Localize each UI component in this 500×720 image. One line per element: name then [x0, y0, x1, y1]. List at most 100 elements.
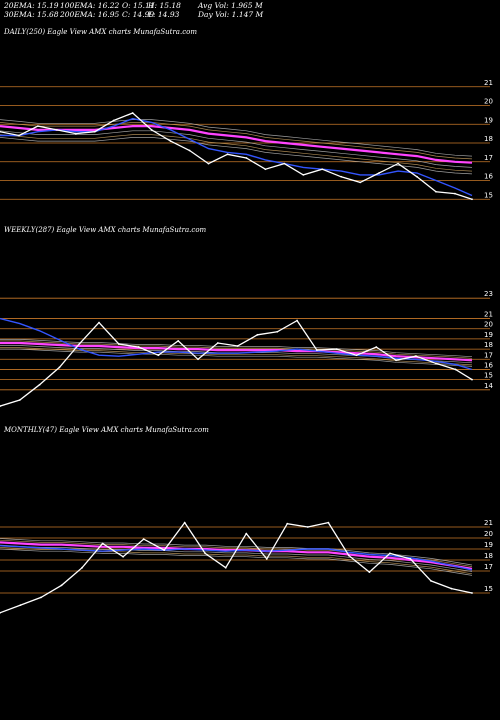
price-point	[378, 172, 381, 174]
price-point	[256, 333, 259, 336]
y-tick-label: 21	[484, 311, 493, 319]
y-tick-label: 18	[484, 135, 493, 143]
price-point	[216, 342, 219, 344]
y-tick-label: 18	[484, 552, 493, 560]
ma-line	[0, 544, 473, 572]
price-point	[286, 522, 289, 525]
high-value: H: 15.18	[148, 1, 181, 10]
ma-line	[0, 119, 473, 157]
price-point	[434, 362, 437, 365]
y-tick-label: 21	[484, 79, 493, 87]
price-point	[18, 399, 21, 401]
price-point	[150, 128, 153, 131]
ema30-value: 30EMA: 15.68	[4, 10, 59, 19]
ma-line	[0, 130, 473, 168]
price-point	[414, 355, 417, 358]
price-point	[347, 554, 350, 557]
price-point	[327, 521, 330, 524]
price-point	[207, 162, 210, 165]
y-tick-label: 19	[484, 116, 493, 124]
price-point	[93, 130, 96, 133]
price-point	[454, 192, 456, 195]
price-point	[226, 153, 229, 156]
close-value: C: 14.99	[122, 10, 155, 19]
y-tick-label: 20	[484, 321, 493, 329]
price-line	[0, 521, 473, 614]
price-point	[81, 566, 83, 569]
price-point	[335, 348, 338, 350]
price-point	[142, 538, 145, 540]
price-point	[454, 368, 457, 371]
price-point	[101, 542, 104, 545]
price-point	[395, 359, 397, 362]
price-point	[204, 552, 207, 555]
price-point	[0, 611, 1, 614]
price-point	[122, 555, 125, 558]
price-point	[283, 162, 286, 165]
price-point	[18, 134, 20, 137]
price-point	[236, 345, 239, 347]
price-point	[264, 168, 267, 171]
open-value: O: 15.11	[122, 1, 155, 10]
price-point	[245, 157, 248, 159]
ema200-value: 200EMA: 16.95	[60, 10, 120, 19]
price-point	[40, 596, 42, 599]
price-point	[389, 552, 391, 555]
y-tick-label: 17	[484, 154, 493, 162]
y-tick-label: 15	[484, 585, 493, 593]
price-point	[183, 521, 186, 524]
y-tick-label: 20	[484, 98, 493, 106]
price-point	[368, 571, 371, 573]
y-tick-label: 17	[484, 563, 493, 571]
y-tick-label: 19	[484, 331, 493, 339]
price-line	[0, 112, 473, 200]
price-point	[306, 526, 309, 528]
price-point	[321, 168, 324, 171]
y-tick-label: 23	[484, 290, 493, 298]
price-point	[188, 149, 191, 152]
ema20-value: 20EMA: 15.19	[4, 1, 59, 10]
y-tick-label: 15	[484, 372, 493, 380]
price-point	[78, 343, 81, 345]
ema-short-line	[0, 317, 473, 371]
price-point	[169, 140, 172, 143]
y-tick-label: 18	[484, 341, 493, 349]
price-point	[340, 175, 343, 178]
price-point	[98, 321, 100, 324]
y-tick-label: 14	[484, 382, 493, 390]
daily-chart-title: DAILY(250) Eagle View AMX charts MunafaS…	[4, 28, 197, 36]
price-point	[450, 587, 453, 590]
price-line	[0, 319, 473, 407]
price-point	[471, 198, 473, 201]
y-tick-label: 16	[484, 173, 493, 181]
price-point	[157, 354, 160, 357]
price-point	[37, 125, 39, 128]
price-point	[302, 173, 305, 176]
price-point	[430, 580, 432, 582]
price-point	[245, 532, 248, 535]
price-point	[38, 383, 41, 386]
y-tick-label: 20	[484, 530, 493, 538]
ema-long-line	[0, 341, 473, 362]
y-tick-label: 19	[484, 541, 493, 549]
ma-line	[0, 348, 473, 367]
price-point	[435, 190, 437, 193]
price-point	[74, 132, 77, 135]
price-point	[265, 558, 268, 560]
price-point	[397, 162, 399, 165]
price-point	[359, 181, 362, 184]
ema100-value: 100EMA: 16.22	[60, 1, 120, 10]
price-point	[163, 549, 166, 551]
price-point	[55, 128, 58, 131]
price-point	[19, 604, 22, 606]
price-point	[409, 558, 412, 560]
price-point	[137, 346, 140, 348]
y-tick-label: 17	[484, 351, 493, 359]
low-value: L: 14.93	[148, 10, 180, 19]
price-point	[355, 354, 358, 357]
weekly-chart-title: WEEKLY(287) Eagle View AMX charts Munafa…	[4, 226, 207, 234]
ema-long-line	[0, 124, 473, 164]
price-point	[117, 343, 120, 345]
day-volume: Day Vol: 1.147 M	[198, 10, 264, 19]
price-point	[0, 405, 1, 408]
